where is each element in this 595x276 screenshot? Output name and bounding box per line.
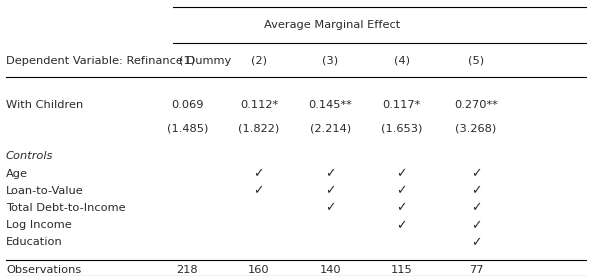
Text: ✓: ✓: [471, 219, 481, 232]
Text: Total Debt-to-Income: Total Debt-to-Income: [6, 203, 126, 213]
Text: Loan-to-Value: Loan-to-Value: [6, 186, 84, 196]
Text: ✓: ✓: [471, 167, 481, 181]
Text: Controls: Controls: [6, 151, 54, 161]
Text: Log Income: Log Income: [6, 220, 72, 230]
Text: Age: Age: [6, 169, 28, 179]
Text: ✓: ✓: [396, 184, 407, 198]
Text: 218: 218: [177, 266, 198, 275]
Text: Education: Education: [6, 237, 62, 247]
Text: ✓: ✓: [396, 219, 407, 232]
Text: (3): (3): [322, 56, 339, 66]
Text: (2): (2): [251, 56, 267, 66]
Text: With Children: With Children: [6, 100, 83, 110]
Text: (4): (4): [394, 56, 409, 66]
Text: ✓: ✓: [471, 184, 481, 198]
Text: 140: 140: [320, 266, 341, 275]
Text: (1.485): (1.485): [167, 123, 208, 133]
Text: 0.270**: 0.270**: [454, 100, 498, 110]
Text: (2.214): (2.214): [309, 123, 351, 133]
Text: (5): (5): [468, 56, 484, 66]
Text: Average Marginal Effect: Average Marginal Effect: [264, 20, 400, 30]
Text: ✓: ✓: [396, 167, 407, 181]
Text: ✓: ✓: [325, 184, 336, 198]
Text: Dependent Variable: Refinance Dummy: Dependent Variable: Refinance Dummy: [6, 56, 231, 66]
Text: ✓: ✓: [253, 184, 264, 198]
Text: ✓: ✓: [253, 167, 264, 181]
Text: 0.112*: 0.112*: [240, 100, 278, 110]
Text: 0.069: 0.069: [171, 100, 203, 110]
Text: (3.268): (3.268): [455, 123, 497, 133]
Text: 115: 115: [391, 266, 412, 275]
Text: ✓: ✓: [325, 167, 336, 181]
Text: Observations: Observations: [6, 266, 81, 275]
Text: 160: 160: [248, 266, 270, 275]
Text: 77: 77: [469, 266, 483, 275]
Text: (1.822): (1.822): [238, 123, 280, 133]
Text: (1.653): (1.653): [381, 123, 422, 133]
Text: 0.117*: 0.117*: [383, 100, 421, 110]
Text: ✓: ✓: [325, 201, 336, 215]
Text: ✓: ✓: [471, 236, 481, 249]
Text: ✓: ✓: [471, 201, 481, 215]
Text: ✓: ✓: [396, 201, 407, 215]
Text: 0.145**: 0.145**: [308, 100, 352, 110]
Text: (1): (1): [179, 56, 196, 66]
